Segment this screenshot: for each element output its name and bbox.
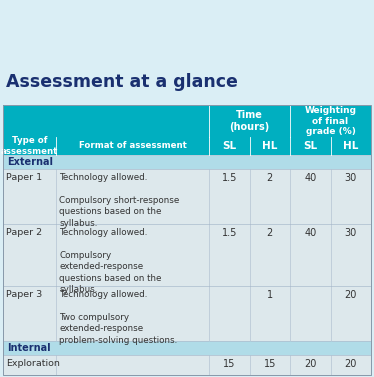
Text: 2: 2 [267,173,273,183]
Bar [3,355,371,375]
Text: SL: SL [303,141,318,151]
Text: Assessment at a glance: Assessment at a glance [6,73,238,91]
Text: 15: 15 [264,359,276,369]
Text: 30: 30 [344,228,357,238]
Bar [290,105,371,137]
Text: Exploration: Exploration [6,359,60,368]
Text: Technology allowed.

Compulsory short-response
questions based on the
syllabus.: Technology allowed. Compulsory short-res… [59,173,180,228]
Text: 20: 20 [344,359,357,369]
Bar [3,286,371,341]
Bar [209,105,290,137]
Text: Technology allowed.

Compulsory
extended-response
questions based on the
syllabu: Technology allowed. Compulsory extended-… [59,228,162,294]
Text: 1.5: 1.5 [222,173,237,183]
Bar [3,105,371,375]
Text: 30: 30 [344,173,357,183]
Text: 20: 20 [344,290,357,300]
Text: HL: HL [343,141,358,151]
Text: SL: SL [222,141,236,151]
Text: 20: 20 [304,359,316,369]
Text: External: External [7,157,53,167]
Text: Type of
assessment: Type of assessment [1,136,58,156]
Text: Format of assessment: Format of assessment [79,141,187,150]
Text: Internal: Internal [7,343,50,353]
Bar [3,137,56,155]
Text: 40: 40 [304,173,316,183]
Text: 15: 15 [223,359,236,369]
Text: Time
(hours): Time (hours) [229,110,270,132]
Text: 1: 1 [267,290,273,300]
Text: 2: 2 [267,228,273,238]
Bar [3,105,209,137]
Text: Weighting
of final
grade (%): Weighting of final grade (%) [304,106,356,136]
Text: Paper 3: Paper 3 [6,290,42,299]
Bar [331,137,371,155]
Bar [3,155,371,169]
Text: HL: HL [262,141,278,151]
Text: Technology allowed.

Two compulsory
extended-response
problem-solving questions.: Technology allowed. Two compulsory exten… [59,290,178,345]
Text: Paper 1: Paper 1 [6,173,42,182]
Bar [3,224,371,286]
Bar [3,169,371,224]
Bar [56,137,209,155]
Bar [209,137,249,155]
Bar [290,137,331,155]
Text: 1.5: 1.5 [222,228,237,238]
Bar [3,341,371,355]
Bar [249,137,290,155]
Text: 40: 40 [304,228,316,238]
Text: Paper 2: Paper 2 [6,228,42,237]
